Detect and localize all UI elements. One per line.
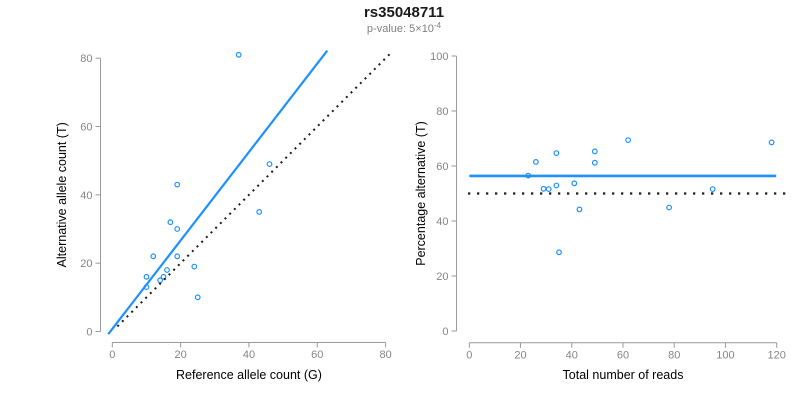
data-point bbox=[709, 186, 716, 193]
data-point bbox=[256, 208, 263, 215]
percentage-vs-reads-scatter: 0 20 40 60 80 100 120 0 20 40 60 80 100 Total number … bbox=[414, 51, 791, 382]
p-value-exponent: -4 bbox=[433, 21, 442, 30]
data-point bbox=[571, 180, 578, 187]
data-point bbox=[666, 204, 672, 211]
data-point bbox=[174, 253, 181, 260]
data-point bbox=[591, 148, 598, 155]
figure-title: rs35048711 bbox=[363, 4, 445, 21]
x-tick-label: 20 bbox=[514, 349, 526, 361]
data-point bbox=[143, 273, 150, 280]
y-tick-label: 40 bbox=[436, 216, 448, 228]
data-point bbox=[174, 226, 181, 232]
data-point bbox=[150, 253, 157, 260]
allele-count-scatter: 0 20 40 60 80 0 20 40 60 80 Reference allele count… bbox=[55, 50, 392, 382]
identity-line bbox=[116, 52, 392, 328]
data-point bbox=[167, 219, 174, 226]
x-tick-label: 80 bbox=[380, 349, 392, 361]
x-tick-label: 100 bbox=[716, 349, 734, 361]
data-point bbox=[235, 51, 242, 58]
data-point bbox=[553, 182, 560, 189]
data-point bbox=[157, 277, 164, 284]
p-value-prefix: p-value: bbox=[366, 23, 410, 35]
p-value-subtitle: p-value: 5×10-4 bbox=[0, 21, 800, 35]
data-point bbox=[191, 263, 198, 270]
x-tick-label: 40 bbox=[243, 349, 255, 361]
y-tick-label: 60 bbox=[80, 122, 92, 134]
data-point bbox=[533, 158, 539, 165]
x-tick-label: 80 bbox=[668, 349, 680, 361]
y-axis-title: Alternative allele count (T) bbox=[55, 122, 69, 267]
data-point bbox=[174, 181, 181, 188]
x-tick-label: 0 bbox=[466, 349, 472, 361]
y-tick-label: 40 bbox=[80, 190, 92, 202]
data-point bbox=[556, 249, 562, 256]
data-point bbox=[576, 206, 583, 213]
data-point bbox=[768, 139, 775, 146]
regression-line bbox=[107, 50, 329, 335]
data-point bbox=[625, 137, 631, 144]
x-axis-title: Reference allele count (G) bbox=[176, 368, 322, 382]
p-value-base: 10 bbox=[421, 23, 434, 35]
x-tick-label: 20 bbox=[175, 349, 187, 361]
y-tick-label: 80 bbox=[436, 106, 448, 118]
p-value-mantissa: 5 bbox=[409, 23, 416, 35]
x-tick-label: 0 bbox=[109, 349, 115, 361]
data-point bbox=[545, 186, 552, 193]
x-axis-title: Total number of reads bbox=[563, 368, 684, 382]
y-tick-label: 20 bbox=[436, 271, 448, 283]
x-tick-label: 60 bbox=[617, 349, 629, 361]
data-point bbox=[164, 267, 170, 273]
y-tick-label: 20 bbox=[80, 258, 92, 270]
x-tick-label: 120 bbox=[768, 349, 786, 361]
data-point bbox=[194, 294, 201, 301]
y-axis-title: Percentage alternative (T) bbox=[414, 121, 428, 266]
data-point bbox=[553, 150, 560, 157]
data-point bbox=[540, 185, 547, 192]
y-tick-label: 0 bbox=[86, 327, 92, 339]
x-tick-label: 60 bbox=[311, 349, 323, 361]
y-tick-label: 80 bbox=[80, 53, 92, 65]
data-point bbox=[591, 159, 598, 166]
y-tick-label: 100 bbox=[430, 51, 448, 63]
data-point bbox=[266, 161, 273, 168]
y-tick-label: 60 bbox=[436, 161, 448, 173]
multiplication-sign: × bbox=[415, 23, 422, 35]
y-tick-label: 0 bbox=[442, 326, 448, 338]
x-tick-label: 40 bbox=[566, 349, 578, 361]
